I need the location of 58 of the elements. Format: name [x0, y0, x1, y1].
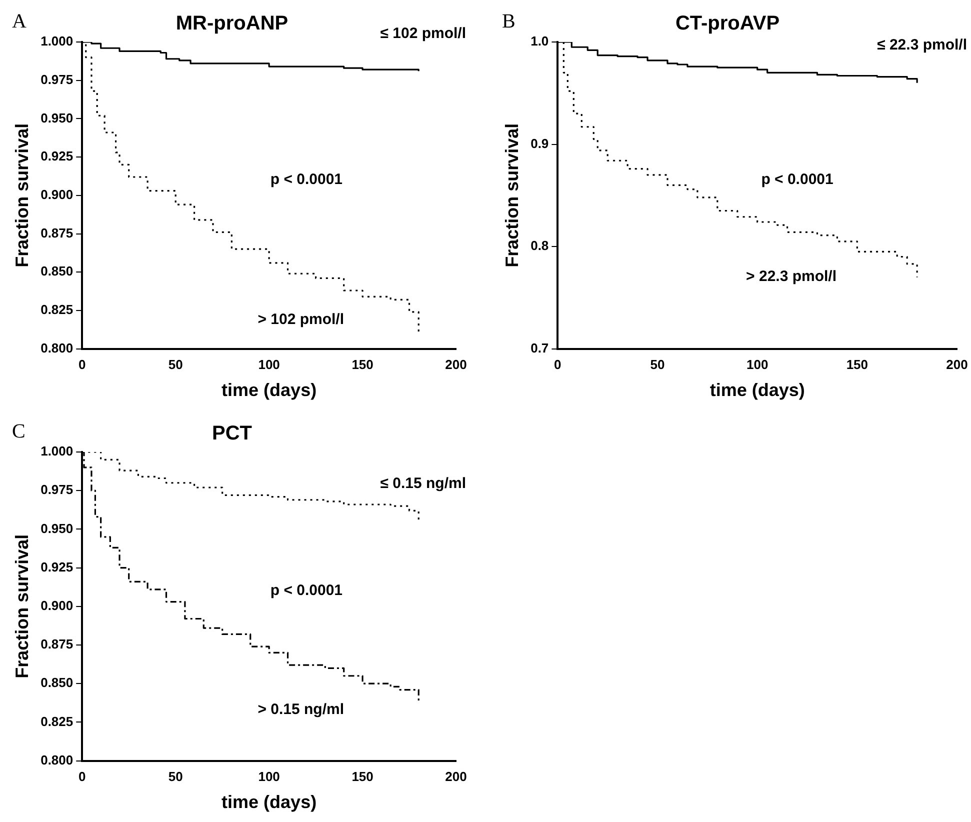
- y-tick-label: 0.925: [40, 559, 74, 574]
- series-label: > 22.3 pmol/l: [746, 268, 837, 285]
- x-tick-label: 0: [78, 357, 86, 372]
- x-axis-title: time (days): [710, 380, 805, 400]
- y-tick-label: 0.7: [530, 340, 549, 356]
- series-label: > 102 pmol/l: [258, 310, 344, 328]
- y-tick-label: 1.000: [40, 444, 74, 459]
- x-tick-label: 100: [258, 769, 280, 784]
- x-tick-label: 150: [352, 769, 374, 784]
- annotation: p < 0.0001: [270, 582, 343, 600]
- x-tick-label: 50: [168, 769, 183, 784]
- annotation: p < 0.0001: [270, 171, 343, 188]
- series-label: > 0.15 ng/ml: [258, 700, 344, 718]
- y-tick-label: 0.875: [40, 636, 74, 652]
- series-label: ≤ 0.15 ng/ml: [380, 475, 466, 492]
- y-tick-label: 1.000: [40, 34, 74, 49]
- y-axis-title: Fraction survival: [502, 123, 522, 268]
- series-label: ≤ 22.3 pmol/l: [877, 36, 967, 54]
- y-tick-label: 0.900: [40, 598, 74, 613]
- x-tick-label: 100: [258, 357, 280, 372]
- x-tick-label: 0: [554, 357, 562, 372]
- y-tick-label: 0.950: [40, 110, 74, 126]
- y-axis-title: Fraction survival: [12, 123, 32, 268]
- y-tick-label: 0.8: [530, 238, 549, 254]
- y-tick-label: 0.975: [40, 72, 74, 87]
- x-tick-label: 200: [946, 357, 968, 372]
- y-tick-label: 0.950: [40, 520, 74, 536]
- chart-title: PCT: [212, 422, 252, 445]
- annotation: p < 0.0001: [761, 171, 834, 188]
- text: A: [12, 10, 27, 32]
- y-tick-label: 0.850: [40, 675, 74, 690]
- x-axis-title: time (days): [222, 380, 317, 400]
- y-tick-label: 0.825: [40, 714, 74, 729]
- y-tick-label: 0.925: [40, 148, 74, 164]
- x-tick-label: 150: [352, 357, 374, 372]
- x-tick-label: 50: [168, 357, 183, 372]
- y-tick-label: 0.975: [40, 482, 74, 498]
- y-tick-label: 0.800: [40, 752, 74, 768]
- y-tick-label: 0.800: [40, 340, 74, 356]
- x-tick-label: 150: [846, 357, 868, 372]
- x-axis-title: time (days): [222, 792, 317, 812]
- x-tick-label: 200: [445, 357, 467, 372]
- x-tick-label: 50: [650, 357, 665, 372]
- y-tick-label: 0.9: [530, 136, 549, 151]
- text: C: [12, 420, 26, 442]
- y-axis-title: Fraction survival: [12, 534, 32, 678]
- x-tick-label: 0: [78, 769, 86, 784]
- x-tick-label: 200: [445, 769, 467, 784]
- y-tick-label: 0.900: [40, 186, 74, 202]
- y-tick-label: 0.825: [40, 302, 74, 318]
- series-label: ≤ 102 pmol/l: [380, 24, 466, 42]
- x-tick-label: 100: [746, 357, 768, 372]
- chart-title: CT-proAVP: [675, 12, 780, 35]
- y-tick-label: 0.875: [40, 225, 74, 240]
- y-tick-label: 0.850: [40, 264, 74, 279]
- chart-title: MR-proANP: [176, 12, 288, 35]
- y-tick-label: 1.0: [530, 34, 549, 49]
- text: B: [502, 10, 516, 32]
